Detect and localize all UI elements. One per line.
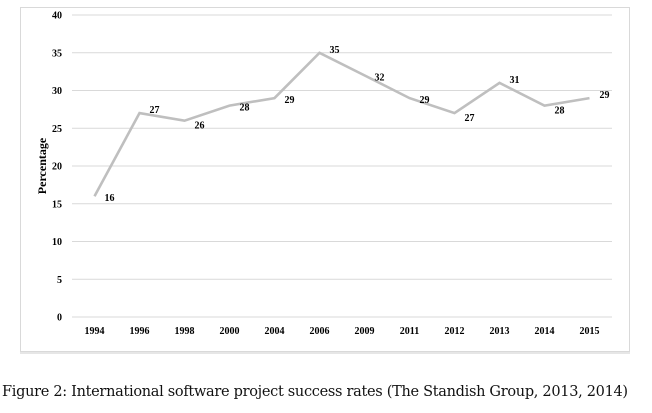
data-label: 29 [600,90,610,101]
y-axis-title: Percentage [35,137,49,194]
x-axis-ticks: 1994 1996 1998 2000 2004 2006 2009 2011 2012 2013… [85,326,600,337]
x-tick-label: 2014 [535,326,555,337]
gridlines [72,14,612,318]
y-tick-label: 5 [57,275,62,286]
x-tick-label: 2015 [580,326,600,337]
x-tick-label: 2013 [490,326,510,337]
chart-frame [20,7,630,352]
data-labels: 16 27 26 28 29 35 32 29 27 31 28 29 [105,45,610,204]
x-tick-label: 2000 [220,326,240,337]
y-tick-label: 35 [52,48,62,59]
x-tick-label: 1996 [130,326,150,337]
y-tick-label: 10 [52,237,62,248]
x-tick-label: 2009 [355,326,375,337]
data-label: 31 [510,75,520,86]
x-tick-label: 2006 [310,326,330,337]
data-label: 27 [465,113,475,124]
y-tick-label: 30 [52,86,62,97]
y-tick-label: 20 [52,162,62,173]
data-label: 27 [150,105,160,116]
data-label: 32 [375,72,385,83]
series [93,51,590,197]
x-tick-label: 1998 [175,326,195,337]
data-label: 35 [330,45,340,56]
series-line [93,51,590,197]
y-tick-label: 15 [52,199,62,210]
y-tick-label: 0 [57,313,62,324]
data-label: 28 [555,106,565,117]
data-label: 28 [240,103,250,114]
data-label: 29 [420,95,430,106]
y-tick-label: 40 [52,11,62,22]
x-tick-label: 2004 [265,326,285,337]
data-label: 29 [285,95,295,106]
y-tick-label: 25 [52,124,62,135]
figure-caption: Figure 2: International software project… [2,384,628,400]
x-tick-label: 2011 [400,326,419,337]
y-axis-ticks: 0 5 10 15 20 25 30 35 40 [52,11,62,324]
x-tick-label: 2012 [445,326,465,337]
data-label: 16 [105,193,115,204]
x-tick-label: 1994 [85,326,105,337]
data-label: 26 [195,121,205,132]
